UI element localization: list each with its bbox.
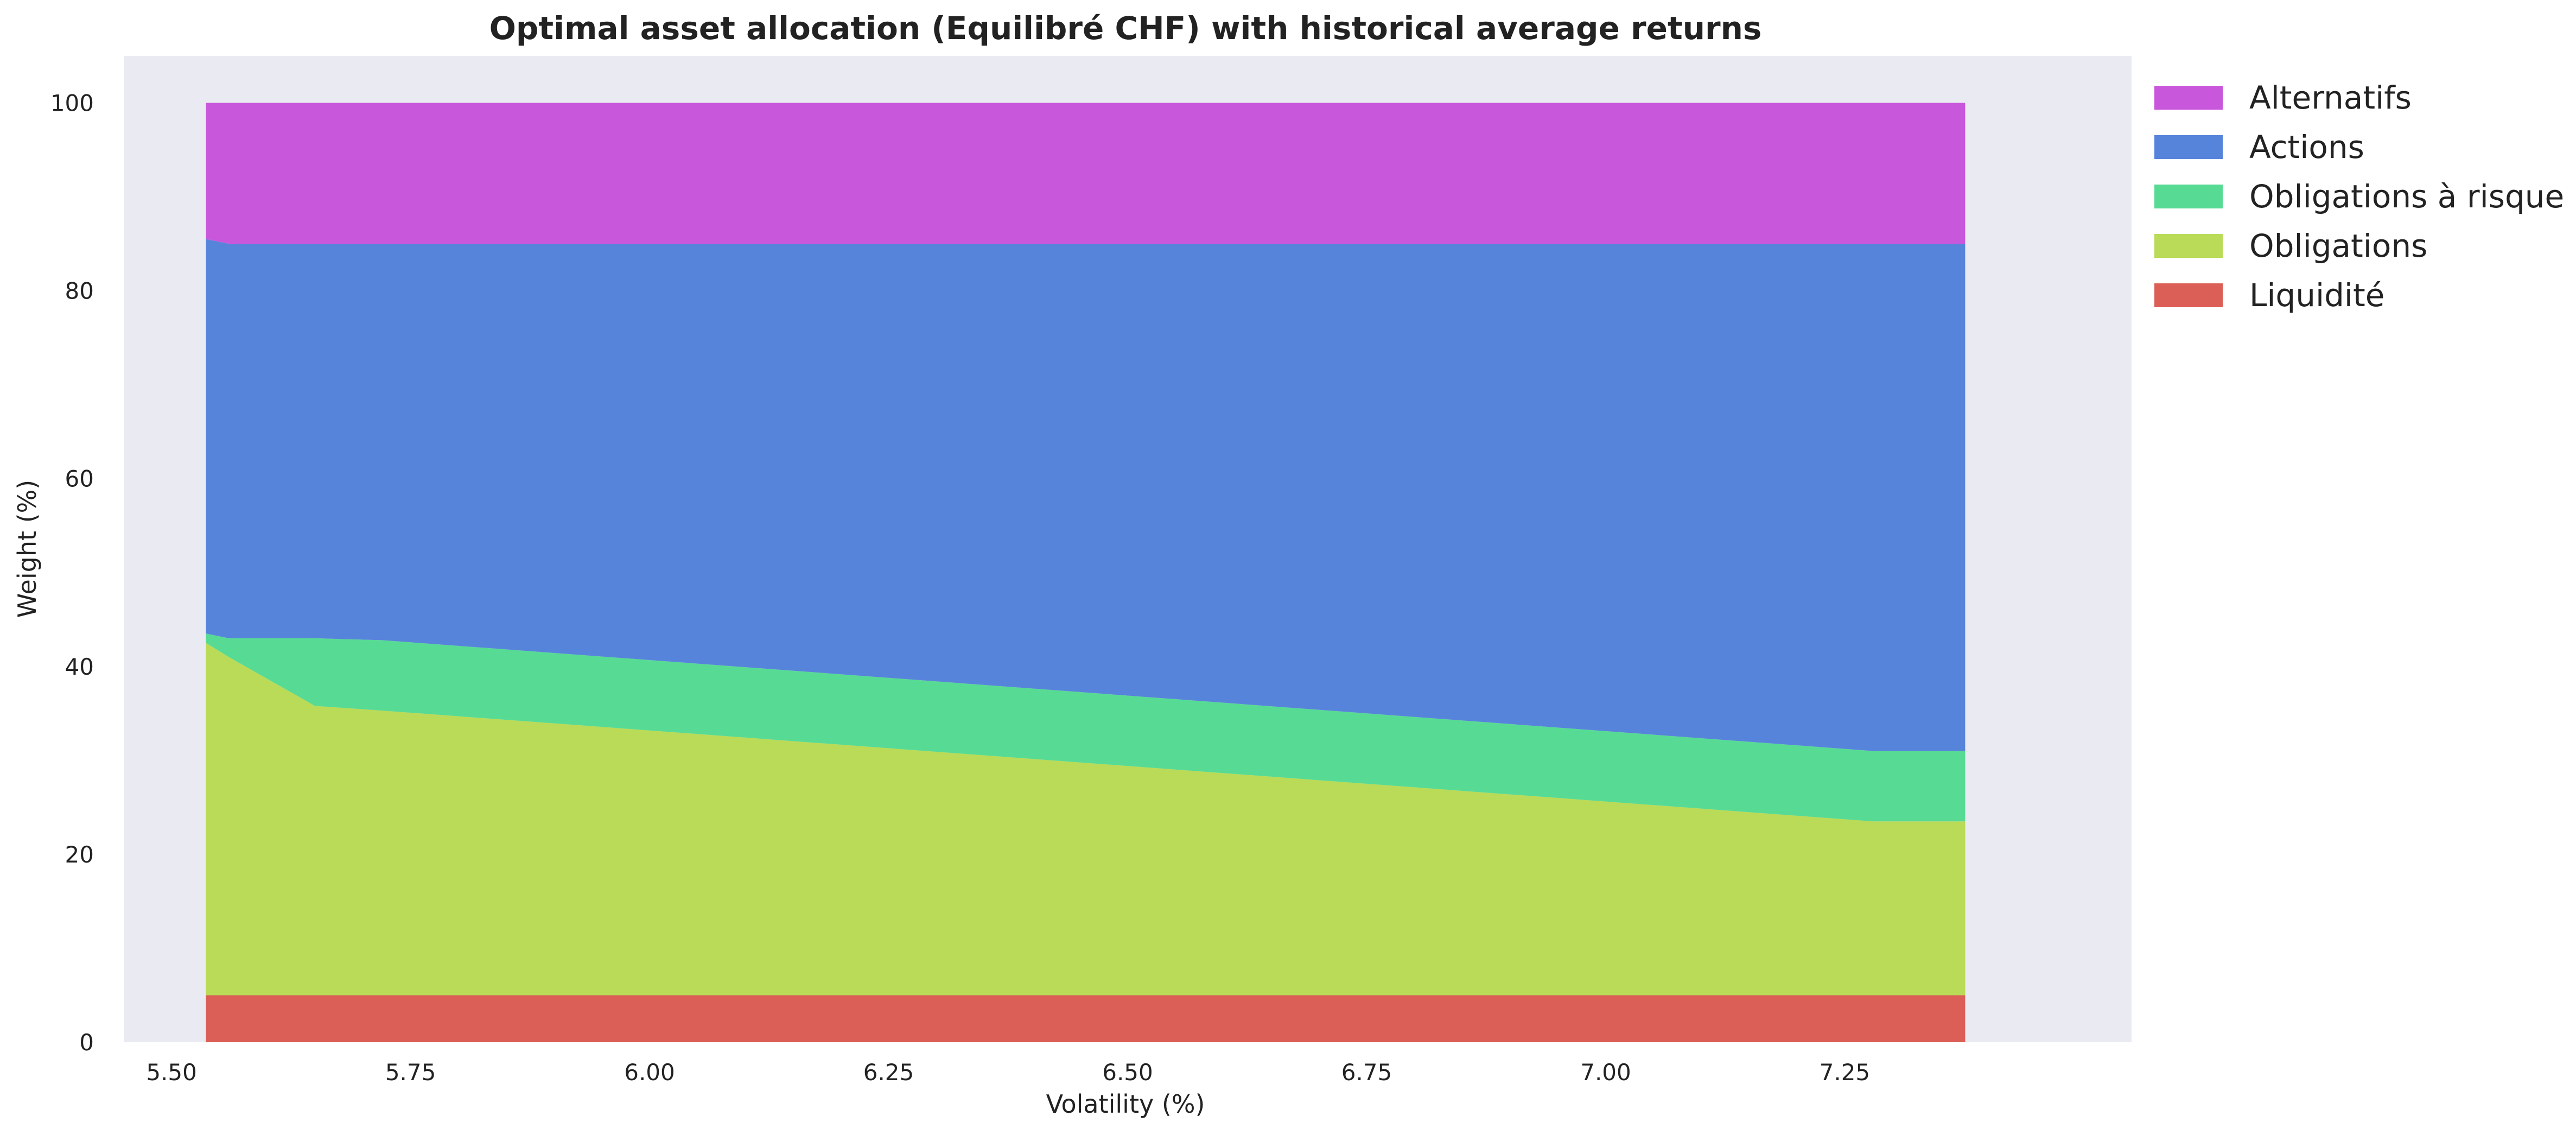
legend-swatch	[2154, 86, 2223, 110]
legend-label: Actions	[2249, 129, 2364, 166]
x-tick-label: 6.75	[1341, 1059, 1392, 1086]
legend-label: Obligations	[2249, 227, 2427, 264]
y-tick-label: 0	[79, 1029, 94, 1056]
x-tick-label: 6.00	[624, 1059, 675, 1086]
x-tick-label: 7.00	[1580, 1059, 1631, 1086]
y-tick-label: 60	[65, 466, 94, 492]
y-tick-label: 80	[65, 278, 94, 305]
legend-swatch	[2154, 135, 2223, 159]
legend-swatch	[2154, 234, 2223, 258]
chart-title: Optimal asset allocation (Equilibré CHF)…	[489, 10, 1762, 47]
y-axis-ticks: 0 20 40 60 80 100	[50, 90, 94, 1056]
area-series-0	[206, 995, 1966, 1042]
legend-label: Liquidité	[2249, 277, 2384, 314]
legend: Alternatifs Actions Obligations à risque Ob…	[2154, 79, 2564, 314]
x-axis-label: Volatility (%)	[1046, 1089, 1205, 1119]
area-series-1	[206, 643, 1966, 995]
area-series-layer	[206, 103, 1966, 1042]
x-tick-label: 5.75	[385, 1059, 436, 1086]
x-tick-label: 6.25	[863, 1059, 914, 1086]
area-series-2	[206, 633, 1966, 822]
legend-label: Alternatifs	[2249, 79, 2412, 116]
legend-label: Obligations à risque	[2249, 178, 2564, 215]
area-series-4	[206, 103, 1966, 244]
y-tick-label: 100	[50, 90, 94, 117]
area-series-3	[206, 239, 1966, 751]
y-tick-label: 20	[65, 841, 94, 868]
y-tick-label: 40	[65, 654, 94, 680]
y-axis-label: Weight (%)	[12, 480, 42, 618]
x-tick-label: 7.25	[1820, 1059, 1871, 1086]
x-tick-label: 5.50	[146, 1059, 197, 1086]
x-axis-ticks: 5.50 5.75 6.00 6.25 6.50 6.75 7.00 7.25	[146, 1059, 1870, 1086]
legend-swatch	[2154, 185, 2223, 208]
x-tick-label: 6.50	[1102, 1059, 1153, 1086]
legend-swatch	[2154, 283, 2223, 307]
